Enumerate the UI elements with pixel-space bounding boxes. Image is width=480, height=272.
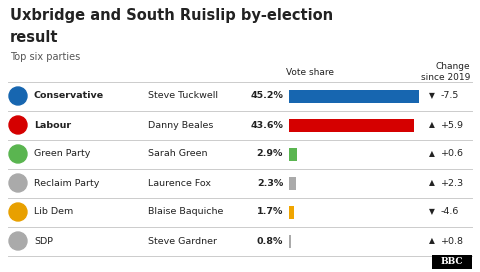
Text: Vote share: Vote share (286, 68, 334, 77)
Text: -4.6: -4.6 (441, 208, 459, 217)
Text: Change
since 2019: Change since 2019 (420, 62, 470, 82)
Text: +5.9: +5.9 (441, 120, 464, 129)
FancyBboxPatch shape (289, 177, 296, 190)
Text: Conservative: Conservative (34, 91, 104, 100)
Text: ▲: ▲ (429, 120, 435, 129)
Text: Sarah Green: Sarah Green (148, 150, 207, 159)
Text: +0.8: +0.8 (441, 236, 464, 246)
Text: Blaise Baquiche: Blaise Baquiche (148, 208, 223, 217)
Text: Green Party: Green Party (34, 150, 90, 159)
Text: Lib Dem: Lib Dem (34, 208, 73, 217)
Text: SDP: SDP (34, 236, 53, 246)
Text: Steve Tuckwell: Steve Tuckwell (148, 91, 218, 100)
Text: 45.2%: 45.2% (250, 91, 283, 100)
Text: 2.3%: 2.3% (257, 178, 283, 187)
FancyBboxPatch shape (289, 119, 414, 131)
Circle shape (9, 232, 27, 250)
Text: Top six parties: Top six parties (10, 52, 80, 62)
Text: ▼: ▼ (429, 91, 435, 100)
Text: Reclaim Party: Reclaim Party (34, 178, 99, 187)
Text: Danny Beales: Danny Beales (148, 120, 214, 129)
Text: 0.8%: 0.8% (257, 236, 283, 246)
Text: Uxbridge and South Ruislip by-election: Uxbridge and South Ruislip by-election (10, 8, 333, 23)
Text: Labour: Labour (34, 120, 71, 129)
Text: 1.7%: 1.7% (257, 208, 283, 217)
Text: BBC: BBC (441, 258, 463, 267)
Text: ▲: ▲ (429, 150, 435, 159)
Circle shape (9, 116, 27, 134)
Text: ▼: ▼ (429, 208, 435, 217)
Circle shape (9, 203, 27, 221)
Circle shape (9, 145, 27, 163)
FancyBboxPatch shape (289, 234, 291, 248)
Text: 43.6%: 43.6% (250, 120, 283, 129)
Text: result: result (10, 30, 59, 45)
Text: ▲: ▲ (429, 178, 435, 187)
Text: +2.3: +2.3 (441, 178, 464, 187)
Text: Laurence Fox: Laurence Fox (148, 178, 211, 187)
Circle shape (9, 87, 27, 105)
Text: Steve Gardner: Steve Gardner (148, 236, 217, 246)
Text: -7.5: -7.5 (441, 91, 459, 100)
Text: +0.6: +0.6 (441, 150, 464, 159)
FancyBboxPatch shape (289, 206, 294, 218)
FancyBboxPatch shape (289, 147, 297, 160)
FancyBboxPatch shape (289, 89, 419, 103)
Text: ▲: ▲ (429, 236, 435, 246)
FancyBboxPatch shape (432, 255, 472, 269)
Text: 2.9%: 2.9% (257, 150, 283, 159)
Circle shape (9, 174, 27, 192)
